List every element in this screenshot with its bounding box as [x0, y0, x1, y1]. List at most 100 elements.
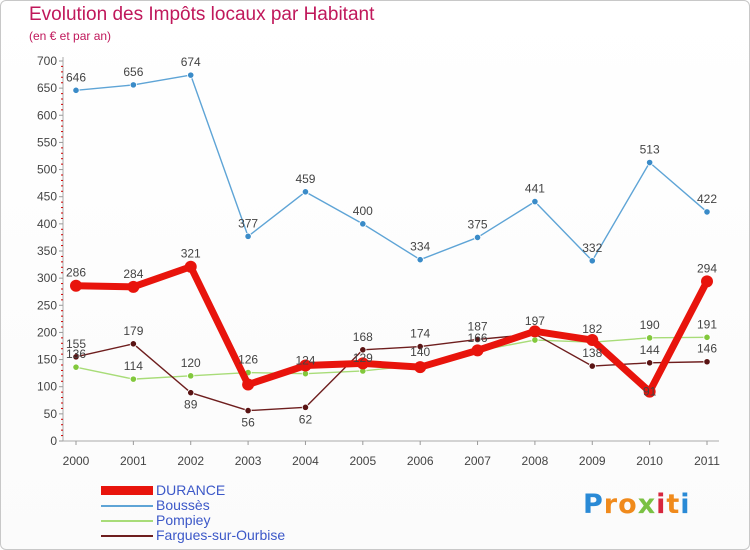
y-tick-label: 250 — [37, 298, 57, 312]
y-tick-label: 450 — [37, 190, 57, 204]
data-point — [244, 232, 252, 240]
x-tick-label: 2004 — [292, 454, 319, 468]
data-label: 334 — [410, 240, 430, 254]
data-label: 144 — [640, 343, 660, 357]
data-point — [129, 375, 137, 383]
x-tick-label: 2005 — [349, 454, 376, 468]
data-point — [187, 389, 195, 397]
data-point — [473, 233, 482, 242]
data-point — [184, 260, 197, 273]
data-point — [588, 257, 596, 265]
data-point — [70, 279, 82, 292]
x-tick-label: 2001 — [120, 454, 147, 468]
logo-letter: t — [666, 489, 681, 520]
x-tick-label: 2003 — [235, 454, 262, 468]
y-tick-label: 600 — [37, 108, 57, 122]
x-tick-label: 2008 — [522, 454, 549, 468]
chart-subtitle: (en € et par an) — [29, 29, 112, 43]
x-tick-label: 2000 — [63, 454, 90, 468]
data-label: 286 — [66, 266, 86, 280]
data-point — [416, 256, 424, 264]
data-point — [301, 188, 310, 196]
legend-label: Pompiey — [156, 512, 211, 528]
proxiti-logo: Proxiti — [583, 489, 691, 520]
legend-item-pompiey[interactable]: Pompiey — [101, 512, 361, 528]
y-tick-label: 650 — [37, 81, 57, 95]
legend-swatch — [101, 535, 153, 537]
data-label: 294 — [697, 261, 717, 275]
series-line-durance — [72, 263, 711, 396]
y-tick-label: 700 — [37, 54, 57, 68]
data-point — [471, 344, 484, 357]
data-point — [416, 342, 424, 351]
chart-title: Evolution des Impôts locaux par Habitant — [29, 4, 375, 25]
y-tick-label: 150 — [37, 353, 57, 367]
logo-letter: i — [680, 489, 691, 520]
data-label: 114 — [124, 359, 143, 373]
data-point — [701, 275, 713, 288]
logo-letter: r — [603, 489, 619, 520]
data-label: 62 — [299, 412, 313, 426]
data-label: 182 — [582, 322, 602, 336]
x-tick-label: 2011 — [694, 454, 720, 468]
data-label: 140 — [410, 345, 430, 359]
logo-letter: x — [637, 489, 657, 520]
y-tick-label: 50 — [44, 407, 58, 421]
data-label: 400 — [353, 204, 373, 218]
data-label: 190 — [640, 318, 660, 332]
legend-swatch — [101, 486, 153, 495]
data-point — [643, 385, 656, 398]
series-line-fargues-sur-ourbise — [75, 333, 708, 412]
data-label: 513 — [640, 143, 660, 157]
data-point — [359, 346, 367, 354]
data-label: 459 — [295, 172, 315, 186]
data-label: 377 — [238, 216, 258, 230]
y-tick-label: 550 — [37, 135, 57, 149]
data-label: 168 — [353, 330, 373, 344]
data-point — [528, 325, 541, 338]
legend-swatch — [101, 505, 153, 507]
data-point — [127, 280, 140, 293]
legend-label: Fargues-sur-Ourbise — [156, 527, 286, 543]
data-label: 375 — [468, 217, 488, 231]
data-point — [299, 359, 312, 372]
data-point — [356, 357, 369, 370]
data-point — [187, 372, 195, 380]
data-point — [72, 363, 80, 371]
data-point — [242, 378, 255, 391]
data-point — [646, 359, 654, 367]
y-tick-label: 200 — [37, 325, 57, 339]
data-label: 129 — [353, 351, 373, 365]
data-label: 179 — [123, 324, 143, 338]
data-label: 284 — [123, 267, 143, 281]
data-label: 146 — [697, 342, 717, 356]
data-point — [646, 334, 654, 342]
data-point — [72, 86, 80, 94]
legend-item-bousses[interactable]: Boussès — [101, 497, 361, 513]
data-label: 656 — [123, 65, 143, 79]
data-point — [703, 333, 711, 341]
y-tick-label: 350 — [37, 244, 57, 258]
x-tick-label: 2006 — [407, 454, 434, 468]
data-label: 155 — [66, 337, 86, 351]
data-point — [129, 81, 137, 89]
data-label: 136 — [66, 347, 86, 361]
data-point — [72, 353, 80, 361]
data-point — [586, 334, 599, 347]
data-label: 187 — [468, 319, 488, 333]
data-label: 120 — [181, 356, 201, 370]
x-tick-label: 2002 — [177, 454, 204, 468]
legend-label: DURANCE — [156, 482, 226, 498]
data-point — [646, 158, 654, 167]
data-point — [359, 220, 367, 228]
legend-item-fargues-sur-ourbise[interactable]: Fargues-sur-Ourbise — [101, 527, 361, 543]
data-label: 197 — [525, 314, 545, 328]
data-point — [414, 361, 427, 374]
legend-item-durance[interactable]: DURANCE — [101, 482, 361, 498]
x-tick-label: 2010 — [636, 454, 663, 468]
y-tick-label: 500 — [37, 163, 57, 177]
data-label: 441 — [525, 182, 545, 196]
data-point — [129, 340, 137, 348]
